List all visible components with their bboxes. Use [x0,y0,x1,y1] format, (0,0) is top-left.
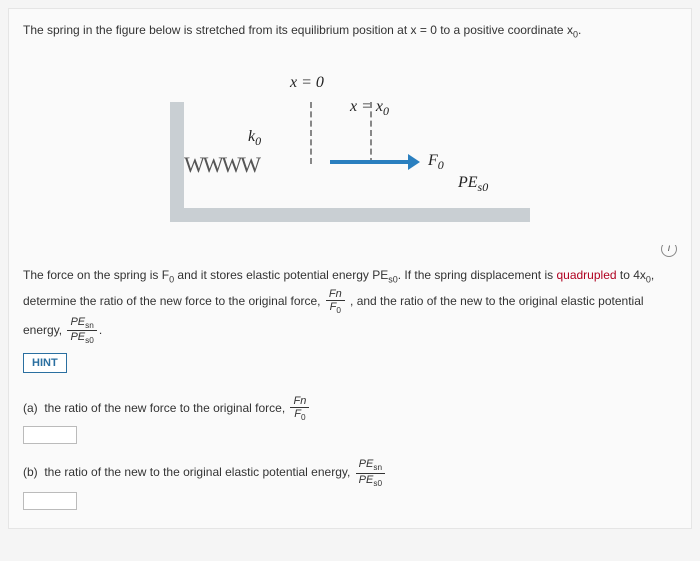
part-a-text: the ratio of the new force to the origin… [44,401,288,415]
fraction-Fn-F0: Fn F0 [326,288,345,315]
part-b-text: the ratio of the new to the original ela… [44,465,353,479]
hint-button[interactable]: HINT [23,353,67,373]
question-body: The force on the spring is F0 and it sto… [23,263,677,345]
dashed-line-1 [310,102,312,164]
fraction-PEsn-PEs0: PEsn PEs0 [67,316,96,346]
prompt-text: The spring in the figure below is stretc… [23,21,677,42]
wall [170,102,184,222]
part-b-fraction: PEsn PEs0 [356,458,385,488]
part-a: (a) the ratio of the new force to the or… [23,395,677,444]
info-row: i [23,245,677,257]
spring-diagram: x = 0 x = x0 k0 WWWW F0 PEs0 [170,52,530,222]
label-k0: k0 [248,128,261,149]
part-a-fraction: Fn F0 [290,395,309,422]
label-PEs0: PEs0 [458,174,488,195]
part-a-label: (a) [23,401,38,415]
part-b-input[interactable] [23,492,77,510]
prompt-end: . [578,23,581,37]
quadrupled-text: quadrupled [556,268,616,282]
part-a-input[interactable] [23,426,77,444]
part-b-label: (b) [23,465,38,479]
prompt-line: The spring in the figure below is stretc… [23,23,573,37]
part-b: (b) the ratio of the new to the original… [23,458,677,510]
label-x0: x = 0 [290,74,324,92]
base [170,208,530,222]
problem-card: The spring in the figure below is stretc… [8,8,692,529]
force-arrow [330,160,410,164]
label-F0: F0 [428,152,444,173]
dashed-line-2 [370,102,372,164]
diagram-container: x = 0 x = x0 k0 WWWW F0 PEs0 [23,42,677,245]
spring-coil: WWWW [184,152,259,178]
info-icon[interactable]: i [661,245,677,257]
